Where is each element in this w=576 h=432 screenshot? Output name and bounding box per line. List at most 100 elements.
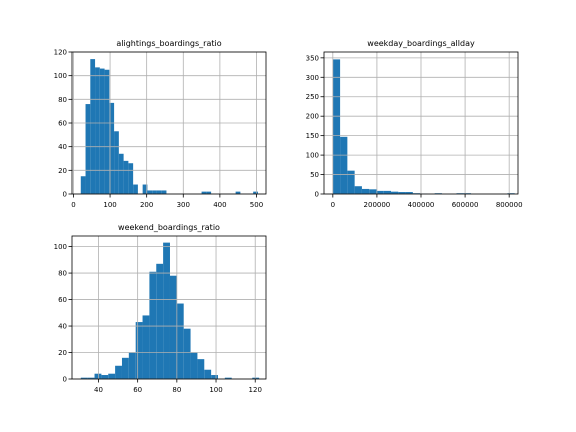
histogram-bar [398, 192, 406, 194]
histogram-bar [108, 373, 116, 379]
histogram-bar [190, 352, 198, 379]
histogram-bar [206, 191, 212, 194]
histogram-bar [156, 190, 162, 194]
histogram-bar [121, 357, 129, 379]
x-tick-label: 400 [213, 201, 226, 209]
y-tick-label: 60 [58, 296, 67, 304]
histogram-bar [156, 263, 164, 379]
histogram-bar [176, 303, 184, 379]
y-tick-label: 0 [315, 191, 319, 199]
x-tick-label: 100 [209, 386, 222, 394]
x-tick-label: 500 [250, 201, 263, 209]
x-tick-label: 600000 [452, 201, 479, 209]
y-tick-label: 100 [54, 72, 67, 80]
histogram-bar [169, 275, 177, 379]
y-tick-label: 80 [58, 96, 67, 104]
histogram-bar [163, 242, 170, 379]
histogram-bar [128, 163, 134, 194]
subplot-title: weekend_boardings_ratio [118, 223, 220, 232]
y-tick-label: 100 [54, 243, 67, 251]
y-tick-label: 0 [63, 376, 67, 384]
histogram-bar [252, 377, 260, 379]
histogram-bar [123, 160, 129, 194]
histogram-bar [224, 377, 232, 379]
y-axis-ticks: 0 20 40 60 80 100 120 [54, 49, 72, 199]
x-axis-ticks: 40 60 80 100 120 [94, 379, 262, 394]
histogram-bar [109, 102, 115, 194]
subplot-alightings-boardings-ratio: 0 100 200 300 400 500 0 20 40 60 80 100 120 alighting… [54, 39, 267, 209]
histogram-bar [115, 365, 122, 379]
subplot-title: alightings_boardings_ratio [116, 39, 221, 48]
histogram-bar [197, 359, 205, 379]
y-tick-label: 250 [306, 93, 319, 101]
histogram-bar [391, 191, 399, 194]
histogram-bar [128, 352, 136, 379]
histogram-bar [101, 375, 109, 379]
x-tick-label: 200 [140, 201, 153, 209]
y-axis-ticks: 0 50 100 150 200 250 300 350 [306, 54, 324, 199]
histogram-bar [152, 190, 157, 194]
y-tick-label: 40 [58, 323, 67, 331]
histogram-bar [149, 271, 157, 379]
histogram-bar [99, 68, 105, 194]
x-tick-label: 100 [103, 201, 116, 209]
histogram-bar [104, 69, 110, 194]
y-tick-label: 20 [58, 349, 67, 357]
histogram-bar [235, 191, 241, 194]
y-tick-label: 200 [306, 113, 319, 121]
y-tick-label: 20 [58, 167, 67, 175]
histogram-bar [183, 328, 191, 379]
histogram-bar [354, 186, 362, 194]
y-tick-label: 50 [310, 171, 319, 179]
histogram-bar [80, 176, 86, 194]
histogram-bar [253, 191, 258, 194]
x-tick-label: 0 [71, 201, 75, 209]
x-tick-label: 400000 [408, 201, 435, 209]
histogram-bar [347, 170, 355, 194]
subplot-weekday-boardings-allday: 0 200000 400000 600000 800000 0 50 100 150 200 250… [306, 39, 523, 209]
axes-frame [71, 235, 267, 380]
y-tick-label: 60 [58, 120, 67, 128]
subplot-weekend-boardings-ratio: 40 60 80 100 120 0 20 40 60 80 100 weekend_boarding… [54, 223, 267, 394]
histogram-bar [80, 377, 88, 379]
y-tick-label: 150 [306, 132, 319, 140]
histogram-bar [135, 322, 143, 379]
x-tick-label: 0 [331, 201, 335, 209]
histogram-bar [133, 184, 138, 194]
x-tick-label: 200000 [364, 201, 391, 209]
histogram-bar [361, 188, 370, 194]
subplot-title: weekday_boardings_allday [367, 39, 475, 48]
histogram-bar [85, 104, 91, 194]
bars [80, 59, 258, 194]
histogram-bar [376, 190, 384, 194]
y-tick-label: 0 [63, 191, 67, 199]
histogram-bar [114, 131, 119, 194]
histogram-bar [142, 315, 150, 379]
y-tick-label: 120 [54, 49, 67, 57]
histogram-bar [161, 190, 167, 194]
y-tick-label: 40 [58, 143, 67, 151]
histogram-bar [90, 59, 96, 194]
histogram-bar [94, 373, 102, 379]
x-tick-label: 40 [94, 386, 103, 394]
histogram-bar [332, 59, 341, 194]
histogram-bar [369, 189, 377, 194]
y-tick-label: 350 [306, 54, 319, 62]
histogram-bar [95, 67, 100, 194]
histogram-bar [211, 375, 218, 379]
y-tick-label: 300 [306, 74, 319, 82]
x-tick-label: 300 [177, 201, 190, 209]
histogram-bar [87, 377, 95, 379]
bars [80, 242, 260, 379]
histogram-bar [118, 153, 124, 194]
histogram-bar [147, 190, 153, 194]
y-tick-label: 80 [58, 270, 67, 278]
x-tick-label: 800000 [496, 201, 523, 209]
y-axis-ticks: 0 20 40 60 80 100 [54, 243, 72, 384]
x-tick-label: 80 [172, 386, 181, 394]
histogram-bar [405, 192, 413, 194]
x-axis-ticks: 0 200000 400000 600000 800000 [331, 194, 523, 209]
x-axis-ticks: 0 100 200 300 400 500 [71, 194, 263, 209]
